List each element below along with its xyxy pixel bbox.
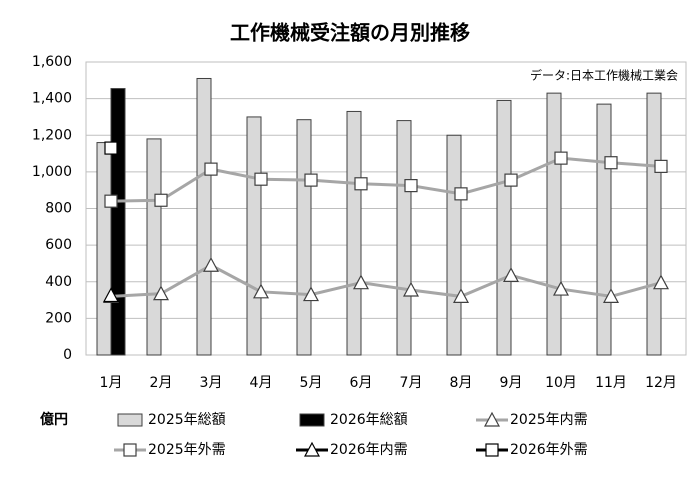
- marker: [654, 159, 668, 173]
- marker: [104, 194, 118, 208]
- marker: [252, 283, 270, 299]
- y-tick-label: 1,000: [32, 164, 72, 180]
- legend-label: 2026年総額: [330, 412, 408, 428]
- chart-title: 工作機械受注額の月別推移: [230, 21, 470, 45]
- x-tick-label: 6月: [350, 375, 373, 391]
- x-tick-label: 2月: [150, 375, 173, 391]
- marker: [254, 172, 268, 186]
- marker: [104, 141, 118, 155]
- legend-marker: [303, 441, 321, 457]
- line: [110, 263, 662, 298]
- annotation: データ:日本工作機械工業会: [530, 68, 678, 83]
- y-tick-label: 800: [45, 201, 72, 217]
- marker: [402, 281, 420, 297]
- x-tick-label: 1月: [100, 375, 123, 391]
- legend-swatch: [299, 413, 325, 427]
- y-tick-label: 200: [45, 310, 72, 326]
- bar: [396, 120, 412, 356]
- bar: [546, 92, 562, 356]
- marker: [454, 187, 468, 201]
- y-tick-label: 1,600: [32, 54, 72, 70]
- marker: [204, 162, 218, 176]
- legend-marker: [123, 443, 137, 457]
- marker: [602, 288, 620, 303]
- x-tick-label: 9月: [500, 375, 523, 391]
- line: [110, 156, 662, 203]
- x-tick-label: 11月: [595, 375, 627, 391]
- bar: [646, 92, 662, 356]
- legend-marker: [483, 411, 501, 427]
- marker: [154, 193, 168, 207]
- bar: [446, 134, 462, 356]
- bar: [596, 103, 612, 356]
- bar: [196, 77, 212, 356]
- unit-label: 億円: [40, 411, 68, 428]
- bar: [146, 138, 162, 356]
- marker: [452, 288, 470, 303]
- y-tick-label: 1,400: [32, 91, 72, 107]
- x-tick-label: 3月: [200, 375, 223, 391]
- bar: [110, 88, 126, 356]
- bar: [346, 110, 362, 356]
- y-tick-label: 600: [45, 237, 72, 253]
- bar: [296, 119, 312, 356]
- x-tick-label: 12月: [645, 375, 677, 391]
- marker: [502, 267, 520, 282]
- marker: [102, 287, 120, 303]
- y-tick-label: 400: [45, 274, 72, 290]
- x-tick-label: 4月: [250, 375, 273, 391]
- marker: [554, 151, 568, 165]
- legend-swatch: [117, 413, 143, 427]
- legend-label: 2026年外需: [510, 442, 588, 458]
- x-tick-label: 5月: [300, 375, 323, 391]
- y-tick-label: 1,200: [32, 127, 72, 143]
- marker: [354, 177, 368, 191]
- plot-frame: [85, 61, 687, 356]
- marker: [404, 179, 418, 193]
- x-tick-label: 8月: [450, 375, 473, 391]
- marker: [352, 274, 370, 290]
- marker: [652, 274, 670, 290]
- bar: [96, 142, 112, 356]
- x-tick-label: 10月: [545, 375, 577, 391]
- legend-label: 2025年総額: [148, 412, 226, 428]
- marker: [302, 286, 320, 302]
- marker: [552, 280, 570, 296]
- marker: [504, 173, 518, 187]
- x-tick-label: 7月: [400, 375, 423, 391]
- legend-label: 2026年内需: [330, 442, 408, 458]
- marker: [304, 173, 318, 187]
- marker: [202, 257, 220, 272]
- bar: [246, 116, 262, 356]
- legend-label: 2025年外需: [148, 442, 226, 458]
- marker: [604, 156, 618, 170]
- legend-label: 2025年内需: [510, 412, 588, 428]
- marker: [152, 285, 170, 301]
- y-tick-label: 0: [63, 347, 72, 363]
- legend-marker: [485, 443, 499, 457]
- bar: [496, 99, 512, 356]
